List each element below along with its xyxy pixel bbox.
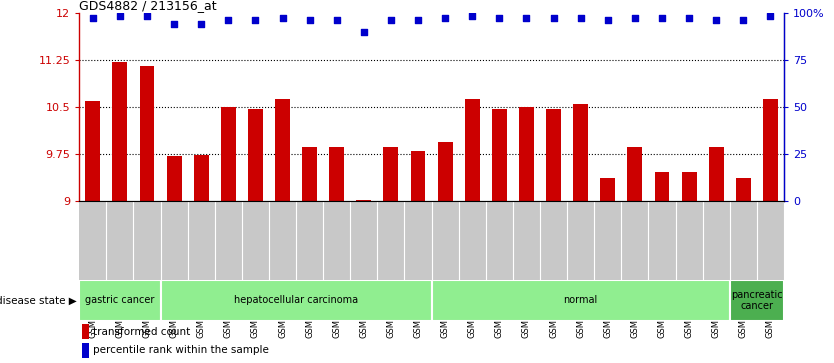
Text: transformed count: transformed count xyxy=(93,327,190,337)
Point xyxy=(493,16,506,21)
Bar xyxy=(600,178,615,201)
Bar xyxy=(465,99,480,201)
Point xyxy=(140,13,153,19)
Bar xyxy=(627,147,642,201)
Point xyxy=(86,16,99,21)
Bar xyxy=(492,109,507,201)
Point xyxy=(574,16,587,21)
Text: gastric cancer: gastric cancer xyxy=(85,295,154,305)
Point xyxy=(439,16,452,21)
Point xyxy=(411,17,425,23)
Text: GDS4882 / 213156_at: GDS4882 / 213156_at xyxy=(79,0,217,12)
Point xyxy=(628,16,641,21)
Bar xyxy=(709,147,724,201)
Point xyxy=(357,29,370,34)
Bar xyxy=(763,99,778,201)
Point xyxy=(601,17,615,23)
Text: disease state ▶: disease state ▶ xyxy=(0,295,77,305)
Point xyxy=(303,17,316,23)
Text: pancreatic
cancer: pancreatic cancer xyxy=(731,290,782,311)
Bar xyxy=(736,178,751,201)
Bar xyxy=(193,155,208,201)
Bar xyxy=(573,104,588,201)
Bar xyxy=(167,156,182,201)
Point xyxy=(465,13,479,19)
Text: hepatocellular carcinoma: hepatocellular carcinoma xyxy=(234,295,358,305)
Point xyxy=(113,13,127,19)
Point xyxy=(276,16,289,21)
Bar xyxy=(248,109,263,201)
Bar xyxy=(519,107,534,201)
Point xyxy=(330,17,344,23)
Bar xyxy=(139,66,154,201)
Bar xyxy=(431,280,730,321)
Bar xyxy=(83,324,89,339)
Bar xyxy=(85,101,100,201)
Bar xyxy=(384,147,399,201)
Point xyxy=(764,13,777,19)
Bar xyxy=(79,280,160,321)
Point xyxy=(249,17,262,23)
Point xyxy=(710,17,723,23)
Point xyxy=(194,21,208,27)
Bar xyxy=(681,172,696,201)
Bar xyxy=(160,280,431,321)
Bar xyxy=(655,172,670,201)
Bar xyxy=(83,343,89,358)
Bar xyxy=(438,142,453,201)
Bar xyxy=(302,147,317,201)
Point xyxy=(656,16,669,21)
Text: percentile rank within the sample: percentile rank within the sample xyxy=(93,346,269,355)
Bar xyxy=(221,107,236,201)
Point xyxy=(384,17,398,23)
Text: normal: normal xyxy=(564,295,598,305)
Point xyxy=(682,16,696,21)
Bar xyxy=(356,200,371,201)
Point xyxy=(222,17,235,23)
Bar xyxy=(730,280,784,321)
Point xyxy=(520,16,533,21)
Bar xyxy=(275,99,290,201)
Point xyxy=(547,16,560,21)
Bar xyxy=(113,62,128,201)
Point xyxy=(736,17,750,23)
Point xyxy=(168,21,181,27)
Bar xyxy=(329,147,344,201)
Bar xyxy=(410,151,425,201)
Bar xyxy=(546,109,561,201)
